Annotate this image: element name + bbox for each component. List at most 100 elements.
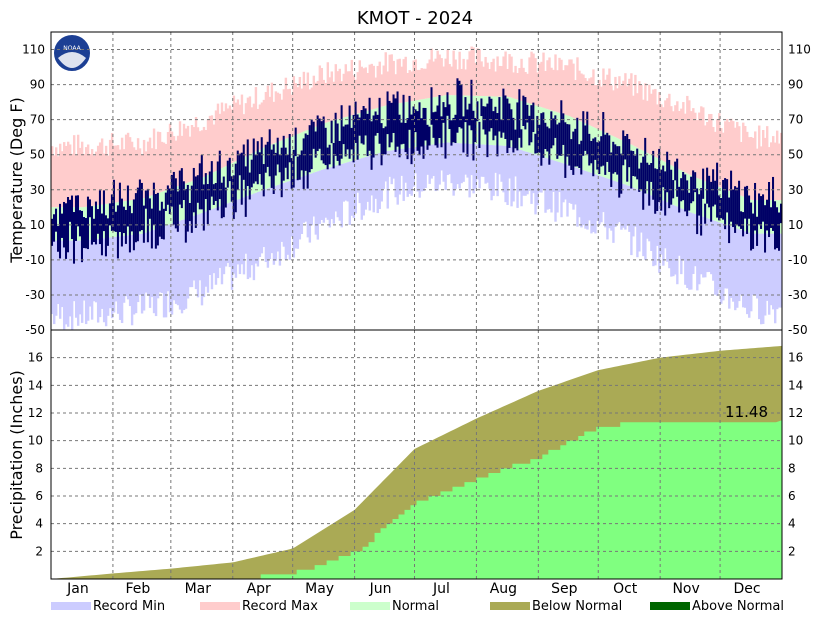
record-max-bar xyxy=(80,141,84,208)
observed-temperature-bar xyxy=(438,95,441,139)
observed-temperature-bar xyxy=(144,190,147,209)
observed-temperature-bar xyxy=(318,118,321,149)
observed-temperature-bar xyxy=(428,126,431,146)
observed-temperature-bar xyxy=(51,218,54,246)
record-min-bar xyxy=(98,238,102,318)
record-max-bar xyxy=(274,91,278,143)
record-max-bar xyxy=(90,149,94,206)
record-min-bar xyxy=(636,189,639,258)
normal-bar xyxy=(312,127,316,173)
observed-temperature-bar xyxy=(342,126,345,145)
record-min-bar xyxy=(186,217,190,299)
record-min-bar xyxy=(582,170,585,226)
observed-temperature-bar xyxy=(506,98,509,154)
record-max-bar xyxy=(54,147,58,208)
observed-temperature-bar xyxy=(218,150,221,200)
record-min-bar xyxy=(546,158,549,210)
temperature-tick-label-left: 30 xyxy=(30,183,45,197)
record-min-bar xyxy=(154,229,158,317)
record-min-bar xyxy=(392,150,395,179)
record-max-bar xyxy=(652,89,655,157)
record-min-bar xyxy=(182,219,186,311)
observed-temperature-bar xyxy=(706,167,709,204)
record-min-bar xyxy=(334,165,338,212)
observed-temperature-bar xyxy=(368,97,371,151)
record-min-bar xyxy=(298,177,302,240)
record-max-bar xyxy=(556,70,559,113)
record-max-bar xyxy=(512,72,515,99)
observed-temperature-bar xyxy=(316,115,319,152)
record-max-bar xyxy=(110,133,114,204)
observed-temperature-bar xyxy=(470,79,473,131)
record-max-bar xyxy=(386,71,389,106)
record-max-bar xyxy=(262,99,266,148)
record-min-bar xyxy=(220,205,224,285)
record-min-bar xyxy=(376,153,379,214)
record-max-bar xyxy=(212,124,216,173)
record-max-bar xyxy=(768,147,771,201)
record-max-bar xyxy=(264,91,268,147)
observed-precipitation-area xyxy=(51,420,782,579)
record-min-bar xyxy=(514,148,517,177)
record-max-bar xyxy=(578,70,581,121)
observed-temperature-bar xyxy=(210,161,213,197)
record-max-bar xyxy=(340,81,344,119)
record-min-bar xyxy=(266,188,270,268)
record-max-bar xyxy=(246,97,250,156)
record-min-bar xyxy=(588,172,591,221)
record-min-bar xyxy=(190,216,194,288)
observed-temperature-bar xyxy=(610,152,613,187)
observed-temperature-bar xyxy=(692,170,695,202)
observed-temperature-bar xyxy=(276,137,279,165)
observed-temperature-bar xyxy=(154,193,157,249)
observed-temperature-bar xyxy=(406,118,409,160)
record-max-bar xyxy=(378,61,381,108)
record-min-bar xyxy=(634,188,637,227)
record-min-bar xyxy=(418,146,421,198)
record-max-bar xyxy=(276,92,280,143)
record-max-bar xyxy=(92,155,96,206)
record-max-bar xyxy=(174,140,178,187)
observed-temperature-bar xyxy=(222,176,225,218)
record-max-bar xyxy=(574,79,577,119)
normal-bar xyxy=(326,122,330,168)
month-label-aug: Aug xyxy=(490,581,517,597)
observed-temperature-bar xyxy=(386,91,389,135)
record-max-bar xyxy=(144,151,148,198)
observed-temperature-bar xyxy=(140,182,143,231)
record-min-bar xyxy=(306,174,310,238)
record-max-bar xyxy=(82,153,86,208)
normal-bar xyxy=(704,181,707,218)
record-max-bar xyxy=(448,64,451,96)
record-max-bar xyxy=(668,93,671,165)
observed-temperature-bar xyxy=(708,175,711,208)
record-max-bar xyxy=(616,88,619,139)
record-max-bar xyxy=(236,99,240,161)
record-min-bar xyxy=(120,236,124,324)
observed-temperature-bar xyxy=(606,132,609,162)
record-min-bar xyxy=(704,217,707,278)
observed-temperature-bar xyxy=(616,146,619,175)
observed-temperature-bar xyxy=(504,95,507,139)
observed-temperature-bar xyxy=(558,122,561,156)
month-label-sep: Sep xyxy=(551,581,578,597)
record-min-bar xyxy=(362,157,365,216)
temperature-tick-label-right: -30 xyxy=(788,288,808,302)
observed-temperature-bar xyxy=(354,101,357,143)
record-max-bar xyxy=(508,54,511,98)
legend-swatch xyxy=(490,602,530,610)
observed-temperature-bar xyxy=(730,170,733,222)
record-min-bar xyxy=(336,164,340,218)
record-max-bar xyxy=(228,105,232,165)
record-min-bar xyxy=(162,226,166,318)
observed-temperature-bar xyxy=(238,153,241,176)
observed-temperature-bar xyxy=(780,203,783,224)
record-max-bar xyxy=(708,114,711,183)
record-min-bar xyxy=(510,146,513,207)
record-max-bar xyxy=(602,68,605,132)
observed-temperature-bar xyxy=(124,209,127,244)
precipitation-tick-label-right: 4 xyxy=(788,517,796,531)
record-min-bar xyxy=(324,168,328,218)
record-max-bar xyxy=(658,92,661,160)
record-max-bar xyxy=(160,141,164,192)
